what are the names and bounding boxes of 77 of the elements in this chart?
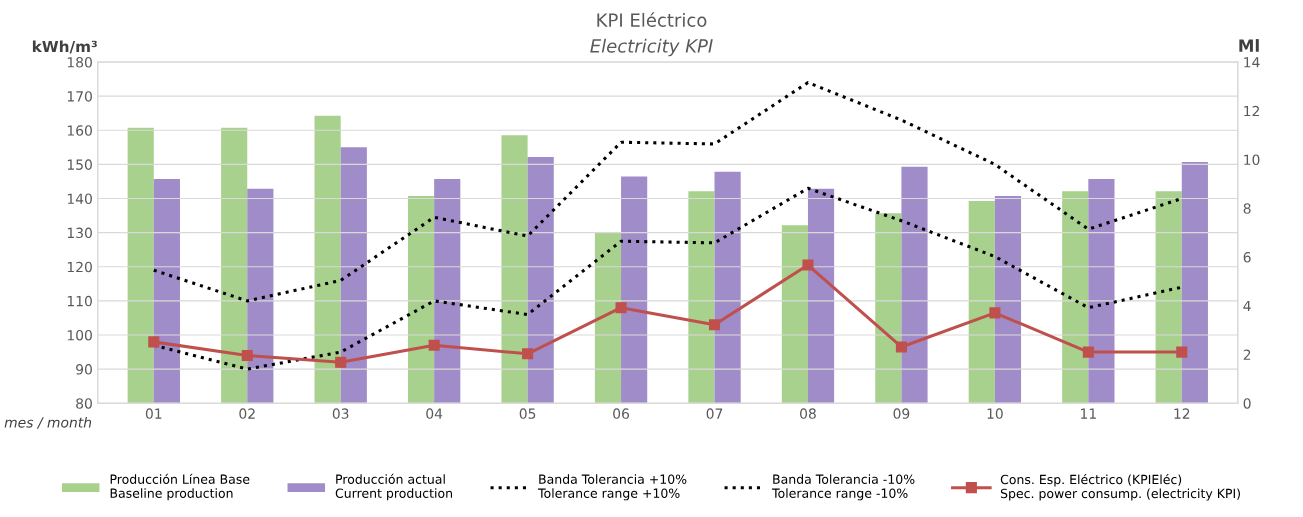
bar bbox=[688, 191, 715, 404]
y2-axis-title: Ml bbox=[1239, 39, 1259, 52]
point bbox=[615, 302, 627, 314]
x-tick-label: 03 bbox=[332, 408, 349, 419]
y2-tick-label: 10 bbox=[1244, 154, 1260, 166]
bar bbox=[527, 157, 554, 404]
bar bbox=[781, 225, 808, 404]
bar bbox=[1062, 191, 1089, 404]
point bbox=[802, 259, 814, 271]
y2-tick-label: 0 bbox=[1243, 398, 1251, 409]
y-tick-label: 180 bbox=[67, 57, 92, 68]
x-tick-label: 02 bbox=[239, 408, 255, 419]
x-axis-title: mes / month bbox=[4, 416, 92, 429]
bar bbox=[968, 200, 995, 404]
x-tick-label: 12 bbox=[1174, 408, 1190, 419]
y-tick-label: 100 bbox=[67, 329, 92, 341]
point bbox=[148, 336, 160, 348]
y2-tick-label: 8 bbox=[1243, 203, 1251, 214]
point bbox=[335, 356, 347, 368]
x-tick-label: 10 bbox=[987, 408, 1003, 419]
point bbox=[1176, 346, 1188, 358]
legend-label: Banda Tolerancia +10% Tolerance range +10% bbox=[538, 474, 687, 501]
x-tick-label: 07 bbox=[706, 408, 723, 419]
legend-label: Cons. Esp. Eléctrico (KPIEléc) Spec. power consump. (electricity KPI) bbox=[1000, 473, 1240, 501]
bar bbox=[434, 179, 461, 404]
point bbox=[522, 348, 534, 360]
x-tick-label: 09 bbox=[893, 408, 910, 419]
x-tick-label: 06 bbox=[613, 408, 630, 419]
bar bbox=[340, 147, 367, 404]
y2-tick-label: 6 bbox=[1243, 251, 1251, 263]
chart-title: KPI Eléctrico bbox=[597, 12, 707, 27]
point bbox=[241, 349, 253, 362]
bar bbox=[221, 127, 248, 404]
y-tick-label: 90 bbox=[76, 364, 92, 375]
legend-label: Banda Tolerancia -10% Tolerance range -10% bbox=[772, 474, 915, 501]
bar bbox=[1181, 161, 1208, 404]
y-tick-label: 150 bbox=[67, 159, 92, 170]
bar bbox=[314, 115, 341, 404]
x-tick-label: 11 bbox=[1081, 408, 1096, 419]
bar bbox=[153, 179, 180, 404]
x-tick-label: 08 bbox=[800, 408, 816, 419]
y2-tick-label: 4 bbox=[1243, 300, 1251, 312]
point bbox=[895, 341, 907, 353]
y2-tick-label: 2 bbox=[1243, 349, 1251, 360]
bar bbox=[807, 188, 835, 404]
bar bbox=[714, 171, 741, 404]
point bbox=[708, 319, 721, 331]
bar bbox=[901, 166, 928, 404]
bar bbox=[1155, 191, 1182, 404]
y-axis-title: kWh/m³ bbox=[32, 40, 97, 54]
bar bbox=[247, 188, 274, 404]
point bbox=[1082, 346, 1094, 358]
point bbox=[428, 339, 440, 351]
bar bbox=[127, 127, 154, 404]
y-tick-label: 110 bbox=[67, 295, 92, 307]
y-tick-label: 120 bbox=[67, 261, 92, 273]
chart-subtitle: Electricity KPI bbox=[590, 38, 713, 57]
y-tick-label: 130 bbox=[67, 227, 92, 239]
legend-label: Producción Línea Base Baseline production bbox=[110, 473, 250, 501]
y-tick-label: 170 bbox=[67, 91, 92, 102]
bar bbox=[407, 196, 435, 404]
bar bbox=[994, 196, 1022, 404]
y2-tick-label: 12 bbox=[1244, 105, 1259, 117]
bar bbox=[594, 232, 622, 404]
y-tick-label: 140 bbox=[67, 193, 92, 204]
legend-label: Producción actual Current production bbox=[335, 473, 452, 501]
bar bbox=[621, 176, 648, 404]
y2-tick-label: 14 bbox=[1244, 57, 1260, 68]
bar bbox=[1088, 179, 1115, 404]
x-tick-label: 01 bbox=[145, 408, 162, 419]
x-tick-label: 05 bbox=[519, 408, 536, 419]
y-tick-label: 160 bbox=[67, 125, 92, 136]
x-tick-label: 04 bbox=[426, 408, 443, 419]
bar bbox=[875, 213, 902, 404]
bar bbox=[501, 135, 528, 404]
point bbox=[989, 307, 1001, 319]
y-tick-label: 80 bbox=[76, 398, 92, 409]
